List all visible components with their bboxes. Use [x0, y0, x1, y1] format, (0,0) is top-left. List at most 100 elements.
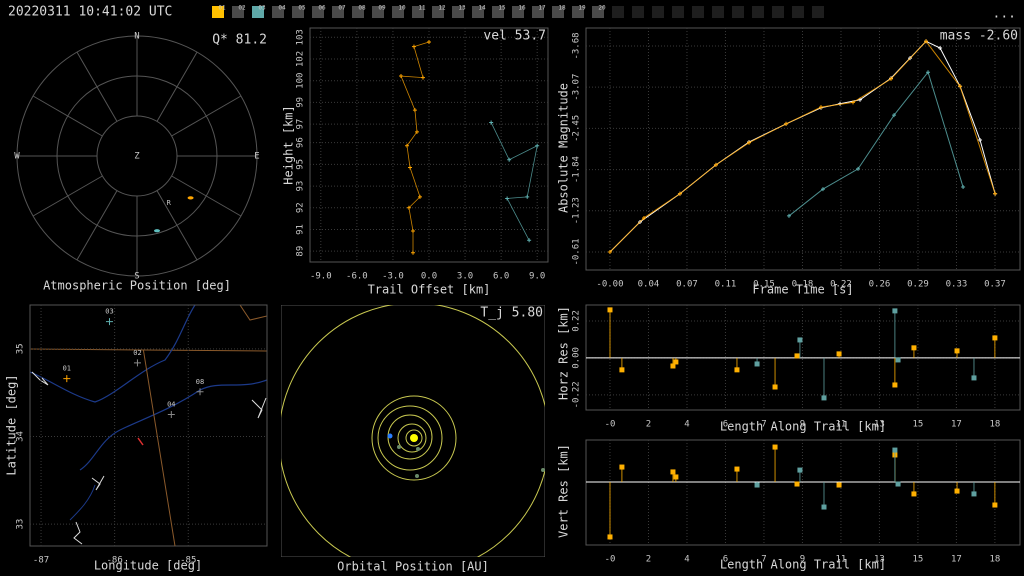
plot-frame [29, 304, 268, 547]
y-tick-label: 99 [296, 97, 306, 108]
point-marker [888, 76, 893, 81]
station-tab-label: 12 [438, 5, 446, 12]
residual-point [954, 348, 960, 354]
residual-point [836, 351, 842, 357]
x-tick-label: 3.0 [457, 272, 473, 282]
point-marker [489, 120, 494, 125]
x-tick-label: 0.15 [753, 280, 775, 290]
station-tab-label: 13 [458, 5, 466, 12]
station-tab[interactable] [212, 6, 224, 18]
point-marker [892, 113, 897, 118]
station-tab-label: 17 [538, 5, 546, 12]
residual-point [895, 357, 901, 363]
polar-spoke [76, 190, 118, 261]
residual-point [754, 482, 760, 488]
x-tick-label: 2 [646, 555, 651, 565]
residual-point [971, 375, 977, 381]
direction-label: N [134, 32, 139, 42]
station-tab[interactable] [372, 6, 384, 18]
residual-point [794, 353, 800, 359]
y-tick-label: -1.23 [572, 197, 582, 224]
y-tick-label: 34 [16, 431, 26, 442]
menu-button[interactable]: ... [993, 7, 1016, 22]
y-tick-label: -1.84 [572, 156, 582, 183]
station-tab[interactable] [252, 6, 264, 18]
y-tick-label: 33 [16, 519, 26, 530]
station-tab[interactable] [412, 6, 424, 18]
station-tab[interactable] [472, 6, 484, 18]
residual-point [892, 382, 898, 388]
point-marker [926, 70, 931, 75]
station-tab-label: 09 [378, 5, 386, 12]
point-marker [411, 229, 416, 234]
empty-tab [772, 6, 784, 18]
residual-point [619, 367, 625, 373]
point-marker [405, 143, 410, 148]
y-axis-label: Latitude [deg] [5, 374, 19, 475]
x-tick-label: 6 [723, 555, 728, 565]
y-tick-label: 96 [296, 137, 306, 148]
x-tick-label: 15 [912, 420, 923, 430]
station-tab-label: 19 [578, 5, 586, 12]
station-tab[interactable] [232, 6, 244, 18]
residual-point [954, 488, 960, 494]
point-marker [818, 105, 823, 110]
point-marker [924, 39, 929, 44]
residual-point [836, 482, 842, 488]
y-tick-label: 95 [296, 159, 306, 170]
empty-tab [812, 6, 824, 18]
x-tick-label: 13 [874, 555, 885, 565]
point-marker [607, 249, 612, 254]
x-tick-label: -3.0 [382, 272, 404, 282]
residual-point [673, 359, 679, 365]
residual-point [772, 384, 778, 390]
y-tick-label: 0.22 [572, 310, 582, 332]
station-tab[interactable] [532, 6, 544, 18]
station-tab[interactable] [452, 6, 464, 18]
residual-point [892, 308, 898, 314]
station-tab[interactable] [592, 6, 604, 18]
station-tab[interactable] [292, 6, 304, 18]
x-tick-label: 13 [874, 420, 885, 430]
station-tab-label: 20 [598, 5, 606, 12]
residual-point [619, 464, 625, 470]
series-line [788, 71, 964, 217]
x-tick-label: -85 [180, 556, 196, 566]
station-tab-label: 07 [338, 5, 346, 12]
x-tick-label: 0.37 [984, 280, 1006, 290]
point-marker [420, 75, 425, 80]
y-axis-label: Horz Res [km] [557, 306, 571, 400]
point-marker [398, 74, 403, 79]
point-marker [527, 238, 532, 243]
x-tick-label: 6 [723, 420, 728, 430]
residual-point [670, 363, 676, 369]
x-tick-label: 9.0 [529, 272, 545, 282]
station-marker [63, 375, 71, 383]
station-tab[interactable] [492, 6, 504, 18]
residual-point [754, 361, 760, 367]
station-tab[interactable] [272, 6, 284, 18]
station-tab-label: 08 [358, 5, 366, 12]
station-tab-label: 01 [218, 5, 226, 12]
station-tab[interactable] [552, 6, 564, 18]
station-tab-label: 02 [238, 5, 246, 12]
point-marker [677, 191, 682, 196]
station-tab[interactable] [512, 6, 524, 18]
direction-label: E [254, 152, 259, 162]
point-marker [851, 100, 856, 105]
zenith-label: Z [134, 152, 140, 162]
y-tick-label: 93 [296, 181, 306, 192]
station-tab[interactable] [392, 6, 404, 18]
station-tab[interactable] [572, 6, 584, 18]
x-tick-label: 0.0 [421, 272, 437, 282]
station-tab[interactable] [432, 6, 444, 18]
point-marker [786, 213, 791, 218]
residual-point [673, 474, 679, 480]
point-marker [938, 46, 943, 51]
annotation: vel 53.7 [483, 29, 546, 44]
station-tab[interactable] [332, 6, 344, 18]
residual-point [794, 481, 800, 487]
point-marker [747, 140, 752, 145]
station-tab[interactable] [352, 6, 364, 18]
station-tab[interactable] [312, 6, 324, 18]
